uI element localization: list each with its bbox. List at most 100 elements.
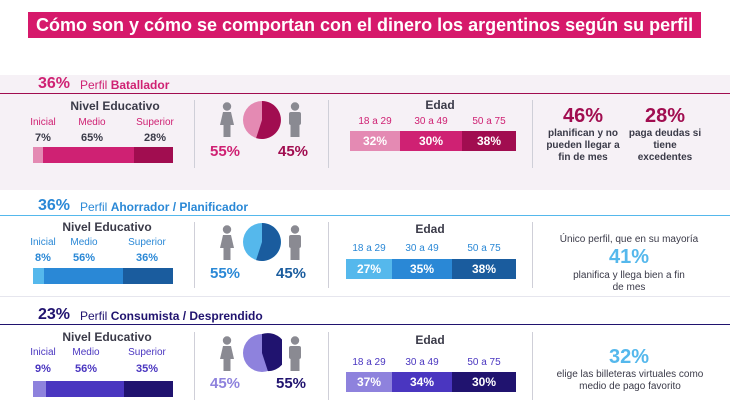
separator — [194, 332, 195, 400]
age-bar: 32% 30% 38% — [350, 131, 516, 151]
age-label-3: 50 a 75 — [472, 116, 506, 127]
stat-text: elige las billeteras virtuales como medi… — [556, 369, 704, 392]
profile-name: Ahorrador / Planificador — [110, 200, 249, 214]
edu-label-superior: Superior — [128, 347, 166, 358]
edu-bar — [33, 268, 173, 284]
profile-share: 36% — [38, 75, 71, 92]
separator — [328, 222, 329, 288]
edu-value-medio: 65% — [80, 132, 104, 144]
profile-label-prefix: Perfil — [80, 200, 111, 214]
stat-value: 28% — [644, 105, 686, 127]
female-icon — [220, 225, 234, 260]
stat-text: planifica y llega bien a fin de mes — [573, 270, 685, 293]
separator — [532, 332, 533, 400]
edu-label-inicial: Inicial — [30, 347, 56, 358]
separator — [194, 100, 195, 168]
section-separator — [0, 296, 730, 297]
female-pct: 55% — [210, 265, 241, 282]
profile-name: Batallador — [110, 78, 170, 92]
male-pct: 45% — [278, 143, 309, 160]
separator — [194, 222, 195, 288]
age-seg-3: 30% — [452, 372, 516, 392]
edu-value-medio: 56% — [74, 363, 98, 375]
male-icon — [289, 336, 301, 371]
edu-label-superior: Superior — [136, 117, 174, 128]
female-pct: 45% — [210, 375, 241, 392]
stat-value: 41% — [608, 246, 650, 268]
age-header: Edad — [415, 333, 445, 347]
profile-label-prefix: Perfil — [80, 78, 111, 92]
age-seg-1: 27% — [346, 259, 392, 279]
age-seg-2: 35% — [392, 259, 452, 279]
separator — [328, 100, 329, 168]
edu-seg-inicial — [33, 147, 43, 163]
page-title: Cómo son y cómo se comportan con el dine… — [36, 15, 694, 35]
edu-seg-superior — [133, 147, 173, 163]
edu-label-medio: Medio — [72, 347, 100, 358]
edu-seg-inicial — [33, 381, 46, 397]
edu-value-inicial: 9% — [35, 363, 51, 375]
headline-consumista: 23% Perfil Consumista / Desprendido — [0, 305, 730, 325]
profile-label: Perfil Ahorrador / Planificador — [80, 199, 248, 215]
edu-bar — [33, 147, 173, 163]
female-icon — [220, 102, 234, 137]
age-label-3: 50 a 75 — [467, 243, 501, 254]
age-seg-2: 30% — [400, 131, 462, 151]
age-label-1: 18 a 29 — [352, 357, 386, 368]
edu-value-inicial: 8% — [35, 252, 51, 264]
age-label-2: 30 a 49 — [405, 243, 439, 254]
profile-name: Consumista / Desprendido — [110, 309, 263, 323]
age-label-1: 18 a 29 — [358, 116, 392, 127]
separator — [532, 100, 533, 168]
stat-value: 32% — [608, 346, 650, 368]
edu-seg-superior — [122, 268, 173, 284]
age-label-3: 50 a 75 — [467, 357, 501, 368]
edu-label-superior: Superior — [128, 237, 166, 248]
age-seg-3: 38% — [462, 131, 516, 151]
age-bar: 37% 34% 30% — [346, 372, 516, 392]
edu-label-inicial: Inicial — [30, 117, 56, 128]
edu-value-inicial: 7% — [35, 132, 51, 144]
edu-seg-medio — [42, 147, 134, 163]
stat-value: 46% — [562, 105, 604, 127]
headline-batallador: 36% Perfil Batallador — [0, 74, 730, 94]
age-seg-3: 38% — [452, 259, 516, 279]
profile-share: 23% — [38, 306, 71, 323]
edu-seg-medio — [44, 268, 123, 284]
edu-header: Nivel Educativo — [62, 330, 152, 344]
separator — [532, 222, 533, 288]
edu-bar — [33, 381, 173, 397]
female-pct: 55% — [210, 143, 241, 160]
male-icon — [289, 225, 301, 260]
age-header: Edad — [425, 98, 455, 112]
age-label-2: 30 a 49 — [414, 116, 448, 127]
edu-label-medio: Medio — [70, 237, 98, 248]
age-label-2: 30 a 49 — [405, 357, 439, 368]
age-bar: 27% 35% 38% — [346, 259, 516, 279]
stat-text: paga deudas si tiene excedentes — [628, 128, 702, 163]
edu-seg-inicial — [33, 268, 45, 284]
profile-share: 36% — [38, 197, 71, 214]
profile-label-prefix: Perfil — [80, 309, 111, 323]
profile-label: Perfil Batallador — [80, 77, 169, 93]
headline-ahorrador: 36% Perfil Ahorrador / Planificador — [0, 196, 730, 216]
age-seg-1: 32% — [350, 131, 400, 151]
gender-pie — [243, 101, 281, 139]
age-label-1: 18 a 29 — [352, 243, 386, 254]
age-header: Edad — [415, 222, 445, 236]
age-seg-1: 37% — [346, 372, 392, 392]
female-icon — [220, 336, 234, 371]
edu-seg-superior — [123, 381, 173, 397]
age-seg-2: 34% — [392, 372, 452, 392]
male-pct: 55% — [276, 375, 307, 392]
edu-label-medio: Medio — [78, 117, 106, 128]
page-title-banner: Cómo son y cómo se comportan con el dine… — [28, 12, 702, 38]
male-icon — [289, 102, 301, 137]
edu-header: Nivel Educativo — [62, 220, 152, 234]
male-pct: 45% — [276, 265, 307, 282]
gender-pie — [243, 333, 282, 372]
edu-value-medio: 56% — [72, 252, 96, 264]
edu-value-superior: 36% — [135, 252, 159, 264]
edu-seg-medio — [45, 381, 124, 397]
stat-intro: Único perfil, que en su mayoría — [559, 234, 699, 245]
